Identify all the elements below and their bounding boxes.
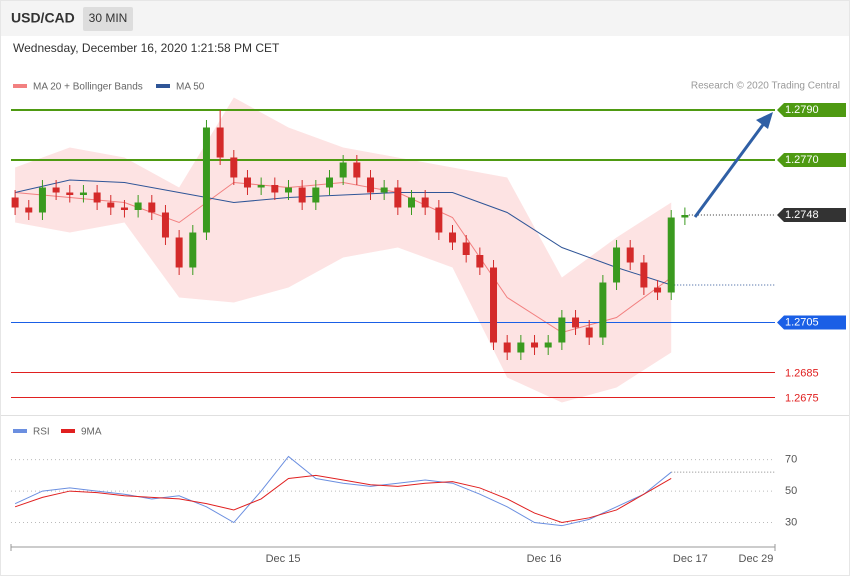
level-label: 1.2770 <box>785 154 819 166</box>
candle-body <box>435 207 443 233</box>
credit: Research © 2020 Trading Central <box>691 81 840 92</box>
candle-body <box>394 187 402 208</box>
level-box <box>777 153 846 167</box>
forecast-arrow-head <box>756 112 773 129</box>
interval[interactable]: 30 MIN <box>89 11 128 25</box>
candle-body <box>462 242 470 255</box>
level-box <box>777 103 846 117</box>
rsi-line <box>14 455 672 527</box>
bollinger-band <box>15 97 672 403</box>
candle-body <box>38 187 46 213</box>
candle-body <box>216 127 224 158</box>
candle-body <box>312 187 320 203</box>
x-tick-label: Dec 17 <box>673 553 708 565</box>
candle-body <box>243 177 251 188</box>
legend-swatch <box>13 429 27 433</box>
legend-label: 9MA <box>81 427 102 438</box>
symbol: USD/CAD <box>11 10 75 26</box>
candle-body <box>599 282 607 338</box>
forecast-arrow <box>693 121 767 218</box>
candle-body <box>120 207 128 210</box>
rsi-line <box>14 474 672 524</box>
candle-body <box>585 327 593 338</box>
candle-body <box>257 185 265 188</box>
candle-body <box>79 192 87 195</box>
candle-body <box>366 177 374 193</box>
candle-body <box>640 262 648 288</box>
candle-body <box>353 162 361 178</box>
candle-body <box>654 287 662 293</box>
candle-body <box>421 197 429 208</box>
legend-label: MA 20 + Bollinger Bands <box>33 82 143 93</box>
candle-body <box>325 177 333 188</box>
legend-label: MA 50 <box>176 82 205 93</box>
candle-body <box>380 187 388 193</box>
datetime: Wednesday, December 16, 2020 1:21:58 PM … <box>13 41 280 55</box>
candle-body <box>148 202 156 213</box>
level-box <box>777 315 846 330</box>
candle-body <box>449 232 457 243</box>
level-label: 1.2675 <box>785 392 819 404</box>
level-label: 1.2685 <box>785 367 819 379</box>
x-tick-label: Dec 15 <box>266 553 301 565</box>
candle-body <box>284 187 292 193</box>
candle-body <box>298 187 306 203</box>
x-tick-label: Dec 29 <box>739 553 774 565</box>
candle-body <box>613 247 621 283</box>
candle-body <box>531 342 539 348</box>
level-label: 1.2790 <box>785 104 819 116</box>
candle-body <box>93 192 101 203</box>
candle-body <box>52 187 60 193</box>
candle-body <box>517 342 525 353</box>
candle-body <box>134 202 142 210</box>
ma-line <box>14 179 672 286</box>
y-tick-label: 50 <box>785 485 797 497</box>
candle-body <box>408 197 416 208</box>
candle-body <box>558 317 566 343</box>
y-tick-label: 30 <box>785 516 797 528</box>
candle-body <box>626 247 634 263</box>
x-tick-label: Dec 16 <box>527 553 562 565</box>
candle-body <box>271 185 279 193</box>
y-tick-label: 70 <box>785 454 797 466</box>
legend-swatch <box>61 429 75 433</box>
candle-body <box>161 212 169 238</box>
candle-body <box>572 317 580 328</box>
header-bar <box>0 0 850 36</box>
legend-swatch <box>13 84 27 88</box>
candle-body <box>11 197 19 208</box>
candle-body <box>476 255 484 268</box>
candle-body <box>339 162 347 178</box>
candle-body <box>230 157 238 178</box>
candle-body <box>175 237 183 268</box>
candle-body <box>66 192 74 195</box>
candle-body <box>25 207 33 213</box>
interval-box[interactable] <box>83 7 133 31</box>
level-box <box>777 208 846 222</box>
level-label: 1.2705 <box>785 316 819 328</box>
level-label: 1.2748 <box>785 209 819 221</box>
legend-swatch <box>156 84 170 88</box>
candle-body <box>490 267 498 343</box>
candle-body <box>667 217 675 293</box>
candle-body <box>202 127 210 233</box>
candle-body <box>189 232 197 268</box>
legend-label: RSI <box>33 427 50 438</box>
candle-body <box>544 342 552 348</box>
candle-body <box>503 342 511 353</box>
candle-body <box>681 215 689 218</box>
candle-body <box>107 202 115 208</box>
